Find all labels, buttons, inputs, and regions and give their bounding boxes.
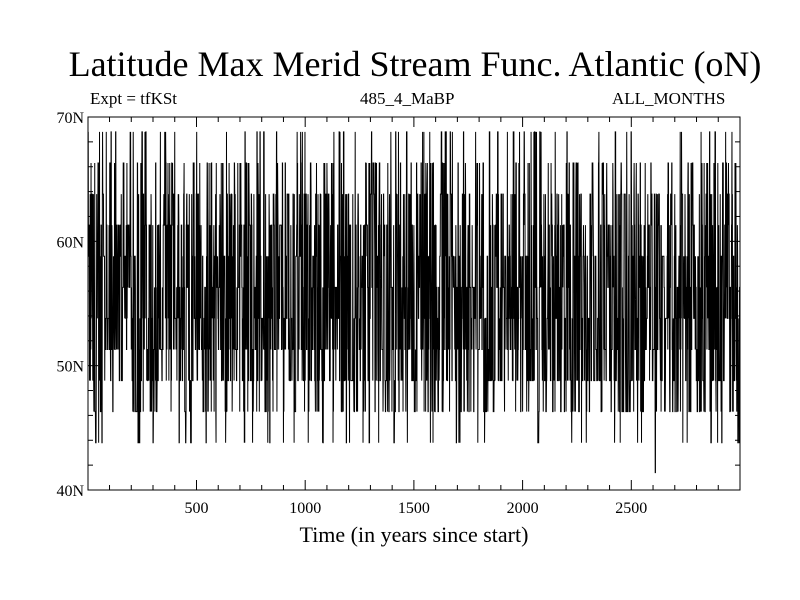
x-axis-label: Time (in years since start) bbox=[299, 522, 529, 547]
y-tick-label: 60N bbox=[56, 234, 84, 251]
series-line bbox=[87, 131, 741, 474]
x-tick-label: 1000 bbox=[289, 500, 321, 517]
experiment-label: Expt = tfKSt bbox=[90, 89, 178, 108]
y-tick-label: 70N bbox=[56, 110, 84, 127]
x-tick-label: 1500 bbox=[398, 500, 430, 517]
x-tick-label: 2000 bbox=[507, 500, 539, 517]
period-label: 485_4_MaBP bbox=[360, 89, 455, 108]
y-tick-label: 40N bbox=[56, 483, 84, 500]
y-tick-label: 50N bbox=[56, 359, 84, 376]
months-label: ALL_MONTHS bbox=[612, 89, 726, 108]
x-tick-label: 2500 bbox=[615, 500, 647, 517]
x-tick-label: 500 bbox=[184, 500, 208, 517]
ticks-group: 500 1000 1500 2000 2500 40N 50N 60N 70N bbox=[56, 110, 740, 517]
series-group bbox=[87, 131, 741, 474]
plot-frame bbox=[87, 116, 741, 491]
chart-title: Latitude Max Merid Stream Func. Atlantic… bbox=[68, 44, 762, 84]
